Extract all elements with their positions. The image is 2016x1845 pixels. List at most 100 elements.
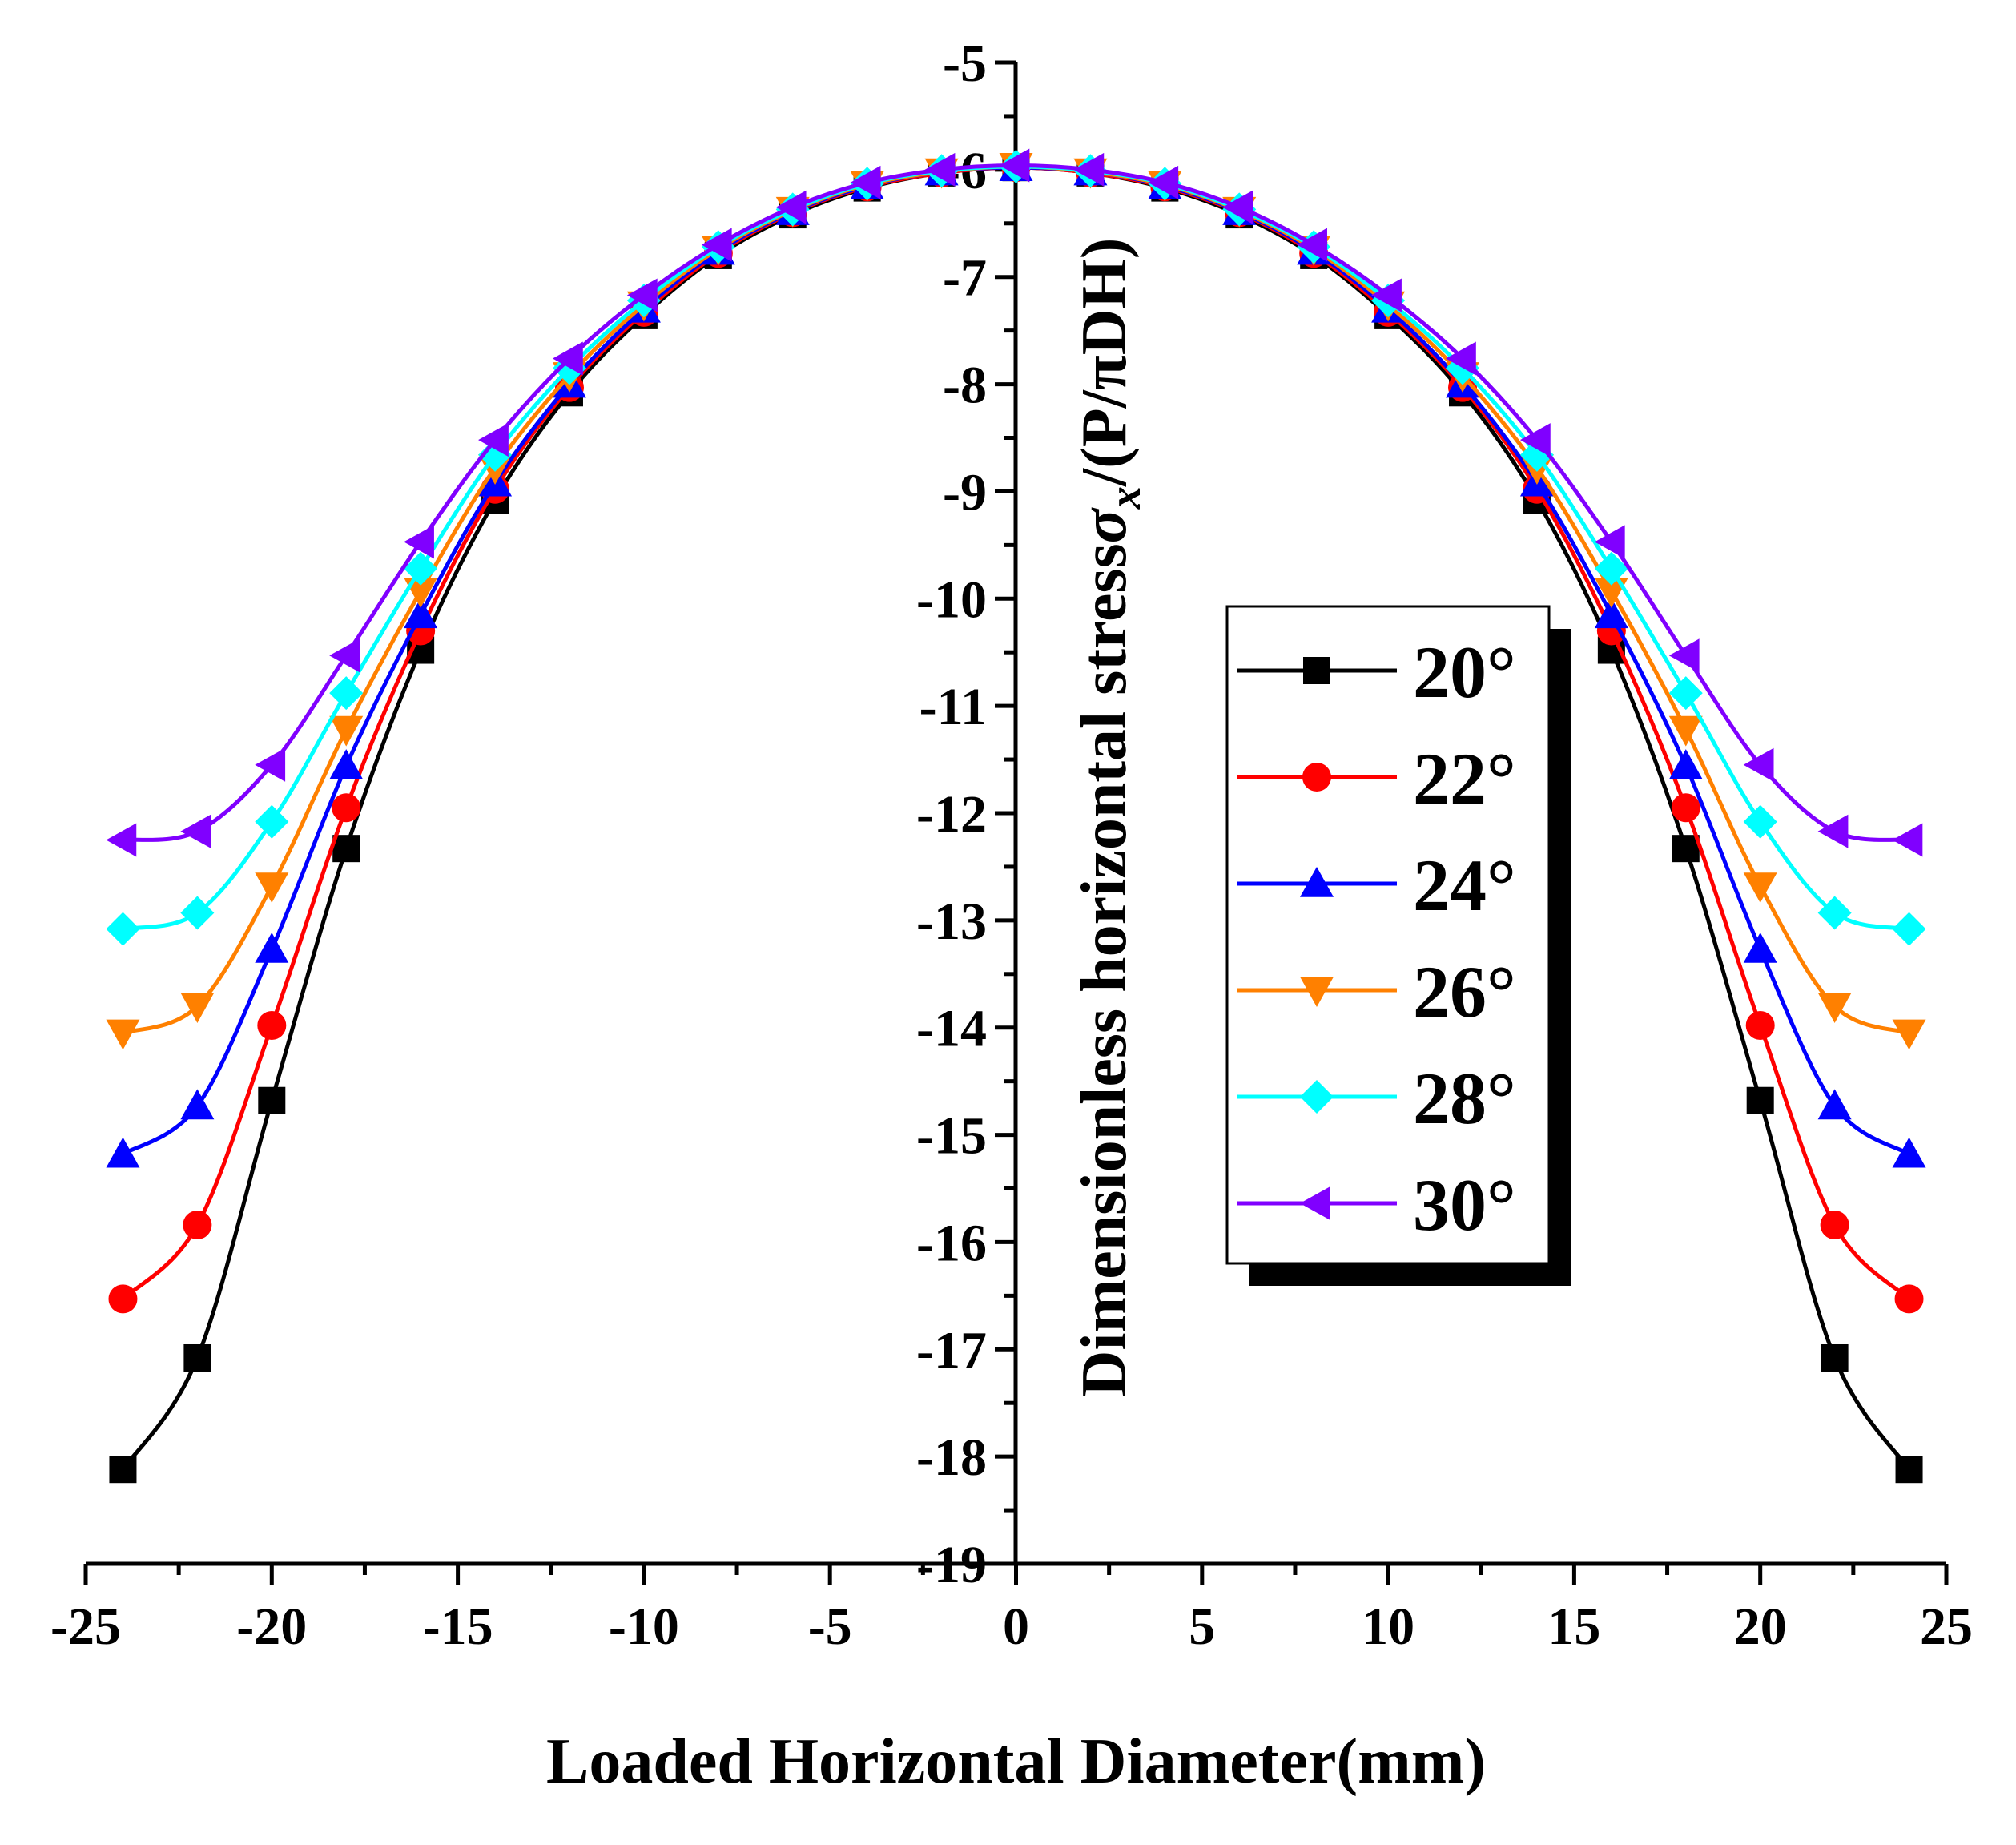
data-point	[258, 1086, 286, 1114]
x-tick-label: -10	[609, 1597, 679, 1656]
data-point	[255, 932, 289, 963]
data-point	[180, 1089, 215, 1120]
data-point	[1446, 341, 1476, 376]
y-tick-label: -15	[916, 1107, 987, 1166]
data-point	[257, 1011, 287, 1041]
y-tick-label: -12	[916, 785, 987, 844]
data-point	[255, 747, 286, 782]
y-tick-label: -11	[919, 678, 987, 736]
data-point	[1297, 228, 1327, 262]
y-tick-label: -9	[943, 463, 987, 522]
x-tick-label: 0	[1003, 1597, 1029, 1656]
data-point	[329, 676, 364, 711]
y-tick-label: -10	[916, 570, 987, 629]
data-point	[1519, 423, 1551, 457]
data-point	[180, 896, 215, 930]
data-point	[180, 814, 211, 848]
legend-label: 30°	[1413, 1164, 1516, 1246]
data-point	[106, 823, 137, 857]
data-point	[1668, 676, 1703, 711]
x-tick-label: 25	[1920, 1597, 1973, 1656]
legend-label: 28°	[1413, 1057, 1516, 1139]
legend-marker	[1300, 1186, 1330, 1220]
plot-area	[106, 148, 1926, 1484]
x-tick-label: 15	[1547, 1597, 1600, 1656]
data-point	[552, 341, 583, 376]
data-point	[1668, 715, 1703, 747]
data-point	[1743, 747, 1774, 782]
data-point	[701, 228, 732, 262]
data-point	[1594, 525, 1625, 559]
y-tick-label: -18	[916, 1428, 987, 1487]
data-point	[1820, 1211, 1849, 1240]
data-point	[183, 1343, 211, 1372]
legend-label: 24°	[1413, 844, 1516, 926]
data-point	[478, 423, 509, 457]
data-point	[106, 1019, 140, 1050]
legend-marker	[1303, 657, 1330, 684]
data-point	[1892, 1019, 1926, 1050]
y-axis-label-text: Dimensionless horizontal stressσx/(P/πDH…	[1069, 238, 1150, 1397]
x-tick-label: -25	[50, 1597, 121, 1656]
data-point	[1148, 165, 1179, 199]
x-tick-label: 10	[1362, 1597, 1414, 1656]
data-point	[1743, 932, 1777, 963]
y-tick-label: -19	[916, 1536, 987, 1594]
legend-box	[1225, 605, 1551, 1265]
x-axis-label: Loaded Horizontal Diameter(mm)	[546, 1726, 1486, 1797]
y-tick-label: -13	[916, 892, 987, 951]
data-point	[1817, 1089, 1852, 1120]
data-point	[999, 148, 1030, 183]
y-axis-label-subscript: x	[1101, 486, 1150, 510]
data-point	[1222, 190, 1253, 224]
data-point	[404, 551, 438, 586]
legend-marker	[1300, 867, 1334, 897]
y-axis-label-sigma: σ	[1069, 507, 1140, 543]
data-point	[255, 872, 289, 904]
data-point	[1892, 912, 1926, 946]
data-point	[1894, 1284, 1924, 1314]
data-point	[106, 912, 140, 946]
x-tick-label: -15	[423, 1597, 493, 1656]
data-point	[1817, 896, 1852, 930]
data-point	[1743, 804, 1777, 839]
data-point	[404, 598, 438, 629]
x-tick-label: -20	[236, 1597, 307, 1656]
data-point	[1892, 823, 1923, 857]
y-axis-label-suffix: /(P/πDH)	[1069, 238, 1140, 487]
data-point	[108, 1284, 138, 1314]
data-point	[109, 1456, 137, 1484]
data-point	[924, 152, 956, 187]
y-tick-label: -8	[943, 357, 987, 415]
data-point	[329, 638, 360, 673]
data-point	[850, 165, 881, 199]
data-point	[1817, 814, 1849, 848]
data-point	[1668, 749, 1703, 779]
data-point	[1746, 1086, 1774, 1114]
legend-marker	[1300, 977, 1334, 1007]
data-point	[1672, 835, 1700, 863]
legend: 20° 22° 24° 26° 28° 30°	[1225, 605, 1571, 1286]
data-point	[1594, 551, 1628, 586]
data-point	[1743, 872, 1777, 904]
y-axis-label: Dimensionless horizontal stressσx/(P/πDH…	[1069, 238, 1150, 1397]
data-point	[404, 525, 434, 559]
data-point	[329, 715, 364, 747]
data-point	[1671, 793, 1700, 823]
data-point	[1371, 278, 1402, 312]
data-point	[1895, 1456, 1923, 1484]
data-point	[255, 804, 289, 839]
x-tick-label: -5	[808, 1597, 852, 1656]
legend-label: 26°	[1413, 951, 1516, 1033]
data-point	[1594, 598, 1628, 629]
y-tick-label: -14	[916, 1000, 987, 1058]
legend-marker	[1300, 1080, 1334, 1114]
y-axis-label-main: Dimensionless horizontal stress	[1069, 543, 1140, 1396]
series-5	[106, 148, 1923, 857]
data-point	[1073, 152, 1105, 187]
data-point	[106, 1137, 140, 1168]
axes: -25 -20 -15 -10 -5 0 5 10 15 20 25-5-6-7-8-9-10-11…	[50, 34, 1973, 1797]
data-point	[332, 793, 361, 823]
y-tick-label: -17	[916, 1321, 987, 1380]
